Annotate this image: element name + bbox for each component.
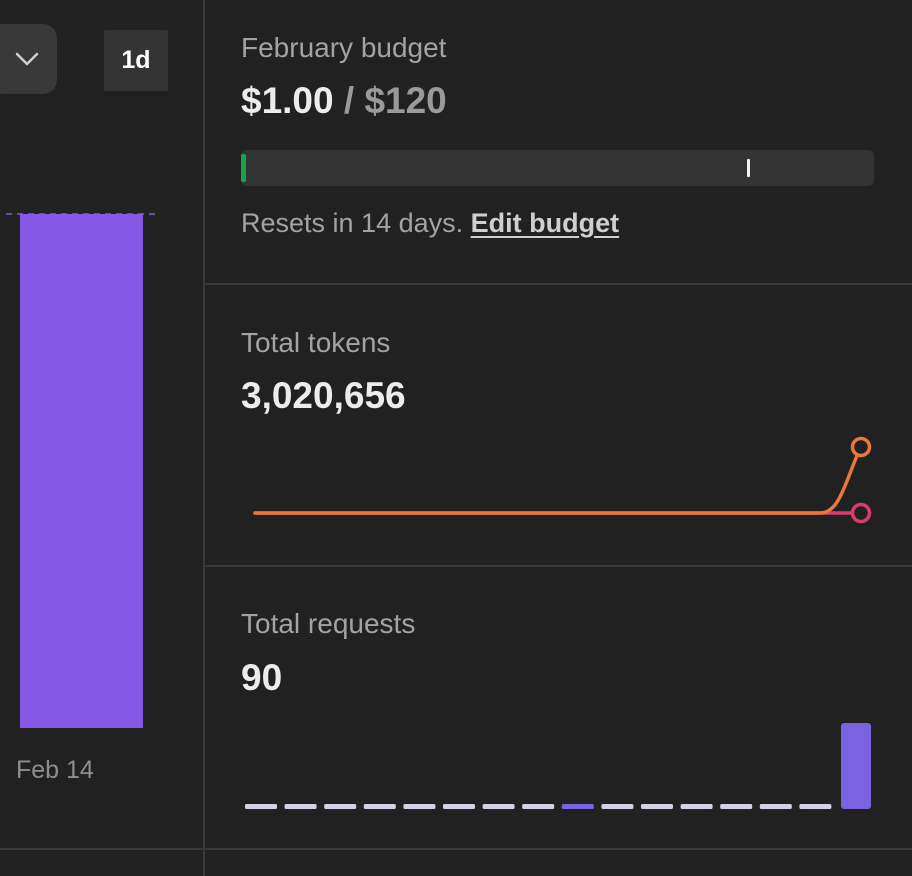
requests-bar	[759, 804, 792, 809]
budget-limit: $120	[364, 80, 447, 121]
budget-amount: $1.00 / $120	[241, 80, 447, 122]
usage-bar-chart: Feb 14	[6, 213, 160, 784]
group-by-dropdown[interactable]	[0, 24, 57, 94]
budget-progress-fill	[241, 154, 246, 182]
requests-bar	[841, 723, 871, 809]
budget-spent: $1.00	[241, 80, 334, 121]
requests-bar	[680, 804, 713, 809]
column-divider	[203, 0, 205, 876]
requests-card: Total requests 90	[205, 567, 912, 848]
tokens-line-chart	[253, 436, 872, 524]
range-1d-button[interactable]: 1d	[104, 30, 168, 91]
budget-reset-info: Resets in 14 days. Edit budget	[241, 208, 619, 239]
tokens-value: 3,020,656	[241, 375, 406, 416]
requests-bar	[641, 804, 673, 809]
requests-bar	[245, 804, 277, 809]
budget-threshold-marker	[747, 159, 750, 177]
requests-bar	[403, 804, 436, 809]
usage-bar	[20, 214, 143, 728]
tokens-card: Total tokens 3,020,656	[205, 285, 912, 565]
budget-card: February budget $1.00 / $120 Resets in 1…	[205, 0, 912, 284]
requests-bar	[284, 804, 317, 809]
requests-bar	[443, 804, 475, 809]
budget-progress-bar	[241, 150, 874, 186]
chevron-down-icon	[15, 52, 38, 66]
tokens-title: Total tokens	[241, 327, 391, 358]
budget-title: February budget	[241, 32, 447, 63]
x-axis-tick-label: Feb 14	[16, 756, 94, 784]
requests-title: Total requests	[241, 608, 416, 639]
requests-bar	[482, 804, 515, 809]
tokens-series-input-line	[253, 445, 863, 515]
requests-bar	[601, 804, 634, 809]
bottom-divider	[0, 848, 912, 850]
usage-chart-panel: Feb 14 1d	[0, 0, 204, 876]
tokens-series-input-end-point	[850, 436, 872, 458]
requests-bar	[324, 804, 357, 809]
requests-bar	[799, 804, 832, 809]
requests-bar	[522, 804, 555, 809]
requests-bar	[720, 804, 753, 809]
requests-bar-chart	[245, 723, 871, 809]
budget-reset-text: Resets in 14 days.	[241, 208, 464, 238]
tokens-series-output-end-point	[850, 502, 872, 524]
edit-budget-link[interactable]: Edit budget	[470, 208, 620, 238]
requests-bar	[363, 804, 396, 809]
card-divider	[205, 283, 912, 285]
budget-separator: /	[343, 80, 355, 121]
requests-value: 90	[241, 657, 283, 698]
card-divider	[205, 565, 912, 567]
requests-bar	[561, 804, 594, 809]
